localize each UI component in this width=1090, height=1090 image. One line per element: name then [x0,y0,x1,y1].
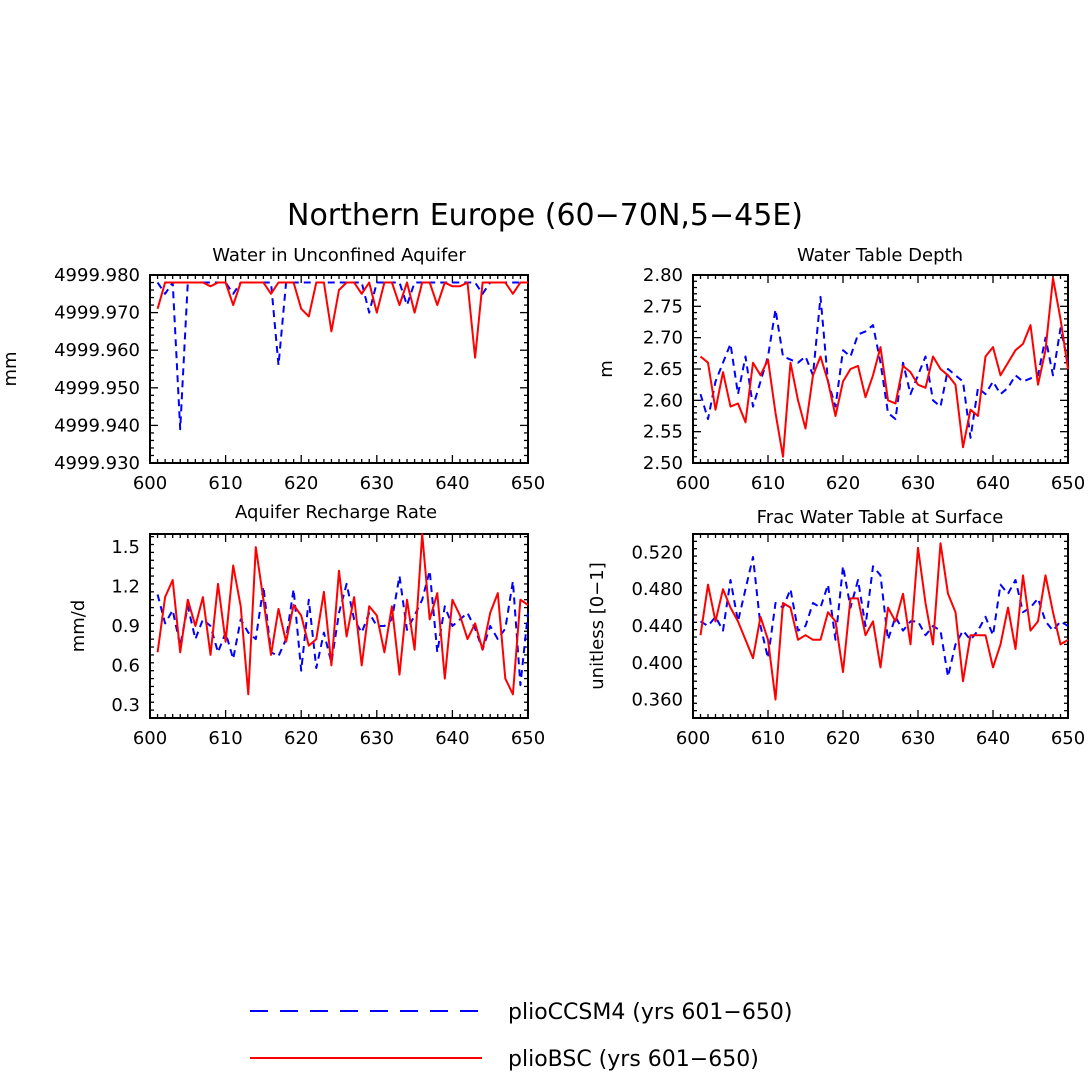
x-tick-label: 600 [133,473,167,494]
y-tick-label: 2.55 [643,422,683,443]
y-tick-label: 0.400 [631,653,683,674]
x-tick-label: 630 [901,473,935,494]
y-tick-label: 0.9 [111,616,140,637]
legend: plioCCSM4 (yrs 601−650) plioBSC (yrs 601… [250,1000,792,1072]
x-tick-label: 610 [751,728,785,749]
panel-aquifer-recharge-rate: Aquifer Recharge Rate mm/d 600 610 620 630 6… [68,502,545,749]
y-axis-label: unitless [0−1] [587,562,608,689]
y-tick-label: 2.70 [643,328,683,349]
panel-frac-water-table: Frac Water Table at Surface unitless [0−… [587,507,1085,749]
y-tick-label: 0.440 [631,616,683,637]
x-tick-label: 620 [826,473,860,494]
y-axis-label: mm/d [68,600,89,653]
y-tick-label: 2.80 [643,265,683,286]
panel-title: Water in Unconfined Aquifer [212,245,466,266]
y-tick-label: 4999.950 [54,378,140,399]
panel-water-in-aquifer: Water in Unconfined Aquifer mm 600 610 620… [0,245,545,494]
y-tick-label: 2.60 [643,390,683,411]
y-tick-label: 4999.970 [54,303,140,324]
x-tick-label: 650 [1051,473,1085,494]
series-line-pliobsc [699,277,1069,458]
x-tick-label: 600 [676,473,710,494]
y-tick-label: 4999.980 [54,265,140,286]
y-tick-label: 0.480 [631,579,683,600]
x-tick-label: 610 [751,473,785,494]
y-tick-label: 2.50 [643,453,683,474]
x-tick-label: 640 [976,728,1010,749]
x-tick-label: 640 [435,473,469,494]
y-tick-label: 0.3 [111,695,140,716]
y-axis-label: m [596,360,617,378]
x-tick-label: 600 [133,728,167,749]
y-tick-label: 0.6 [111,655,140,676]
x-tick-label: 640 [435,728,469,749]
y-tick-label: 4999.960 [54,340,140,361]
series-line-pliobsc [156,533,529,696]
x-tick-label: 650 [511,473,545,494]
series-line-pliobsc [699,542,1069,701]
x-tick-label: 610 [208,728,242,749]
y-tick-label: 2.75 [643,296,683,317]
y-tick-label: 4999.930 [54,453,140,474]
y-axis-label: mm [0,351,21,386]
y-tick-label: 1.5 [111,537,140,558]
panel-title: Aquifer Recharge Rate [235,502,437,523]
x-tick-label: 630 [360,473,394,494]
y-tick-label: 1.2 [111,577,140,598]
y-tick-label: 2.65 [643,359,683,380]
panel-frame [149,274,529,464]
x-tick-label: 650 [511,728,545,749]
y-tick-label: 4999.940 [54,415,140,436]
figure-title: Northern Europe (60−70N,5−45E) [287,198,803,233]
x-tick-label: 620 [284,728,318,749]
x-tick-label: 620 [826,728,860,749]
panel-water-table-depth: Water Table Depth m 600 610 620 630 640 650 2.… [596,245,1085,494]
x-tick-label: 620 [284,473,318,494]
y-tick-label: 0.360 [631,690,683,711]
y-tick-label: 0.520 [631,542,683,563]
series-line-plioccsm4 [699,556,1069,678]
x-tick-label: 630 [901,728,935,749]
legend-label-pliobsc: plioBSC (yrs 601−650) [508,1047,759,1072]
series-line-plioccsm4 [156,281,528,431]
x-tick-label: 650 [1051,728,1085,749]
x-tick-label: 630 [360,728,394,749]
x-tick-label: 610 [208,473,242,494]
panel-title: Water Table Depth [797,245,963,266]
series-line-pliobsc [156,281,528,359]
x-tick-label: 600 [676,728,710,749]
panel-title: Frac Water Table at Surface [757,507,1004,528]
x-tick-label: 640 [976,473,1010,494]
legend-label-plioccsm4: plioCCSM4 (yrs 601−650) [508,1000,792,1025]
